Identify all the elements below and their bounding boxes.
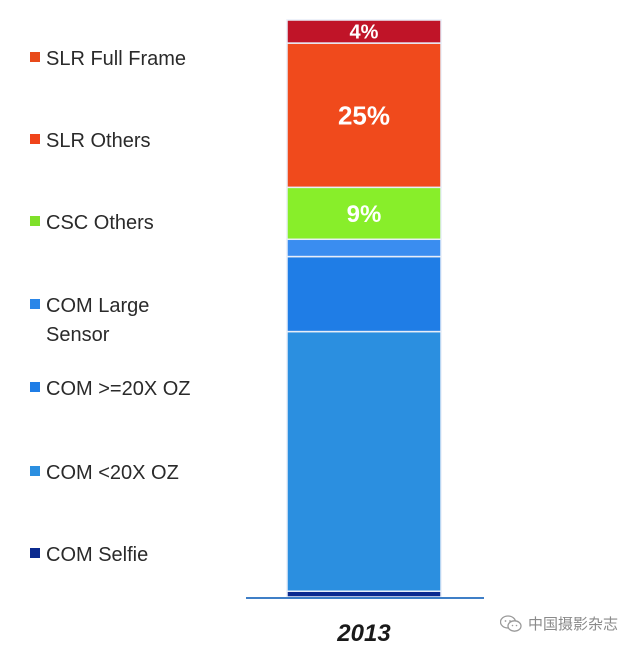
legend-label: COM Selfie (46, 544, 149, 566)
bar-segment-com-20x-oz (286, 255, 442, 333)
legend-item: COM Large Sensor (30, 292, 196, 350)
data-label: 9% (347, 201, 382, 228)
legend-swatch (30, 134, 40, 144)
legend-item: SLR Full Frame (30, 45, 196, 74)
wechat-icon (499, 614, 522, 632)
data-label: 4% (350, 22, 379, 44)
legend-item: COM >=20X OZ (30, 375, 196, 404)
legend-label: SLR Full Frame (46, 48, 187, 70)
legend-label: COM >=20X OZ (46, 378, 191, 400)
legend-swatch (30, 382, 40, 392)
watermark: 中国摄影杂志 (499, 613, 618, 634)
legend-label: COM <20X OZ (46, 462, 179, 484)
bar-segment-com-selfie (286, 590, 442, 598)
legend-swatch (30, 52, 40, 62)
data-label: 25% (338, 101, 390, 131)
legend-swatch (30, 299, 40, 309)
legend-item: SLR Others (30, 127, 196, 156)
legend-label: CSC Others (46, 212, 154, 234)
legend-swatch (30, 548, 40, 558)
legend-label: SLR Others (46, 130, 151, 152)
legend-item: CSC Others (30, 209, 196, 238)
legend-swatch (30, 466, 40, 476)
watermark-text: 中国摄影杂志 (527, 615, 618, 633)
bar-segment-slr-full-frame (286, 19, 442, 44)
bar-segment-slr-others (286, 42, 442, 189)
legend-label: COM Large Sensor (46, 295, 150, 346)
legend-item: COM Selfie (30, 541, 196, 570)
bar-segment-com-large-sensor (286, 238, 442, 258)
bar-segment-com-20x-oz (286, 330, 442, 592)
bar-segment-csc-others (286, 186, 442, 241)
legend-swatch (30, 216, 40, 226)
chart-legend: SLR Full Frame SLR Others CSC Others COM La… (0, 0, 240, 600)
legend-item: COM <20X OZ (30, 459, 196, 488)
x-tick-label: 2013 (337, 620, 391, 647)
